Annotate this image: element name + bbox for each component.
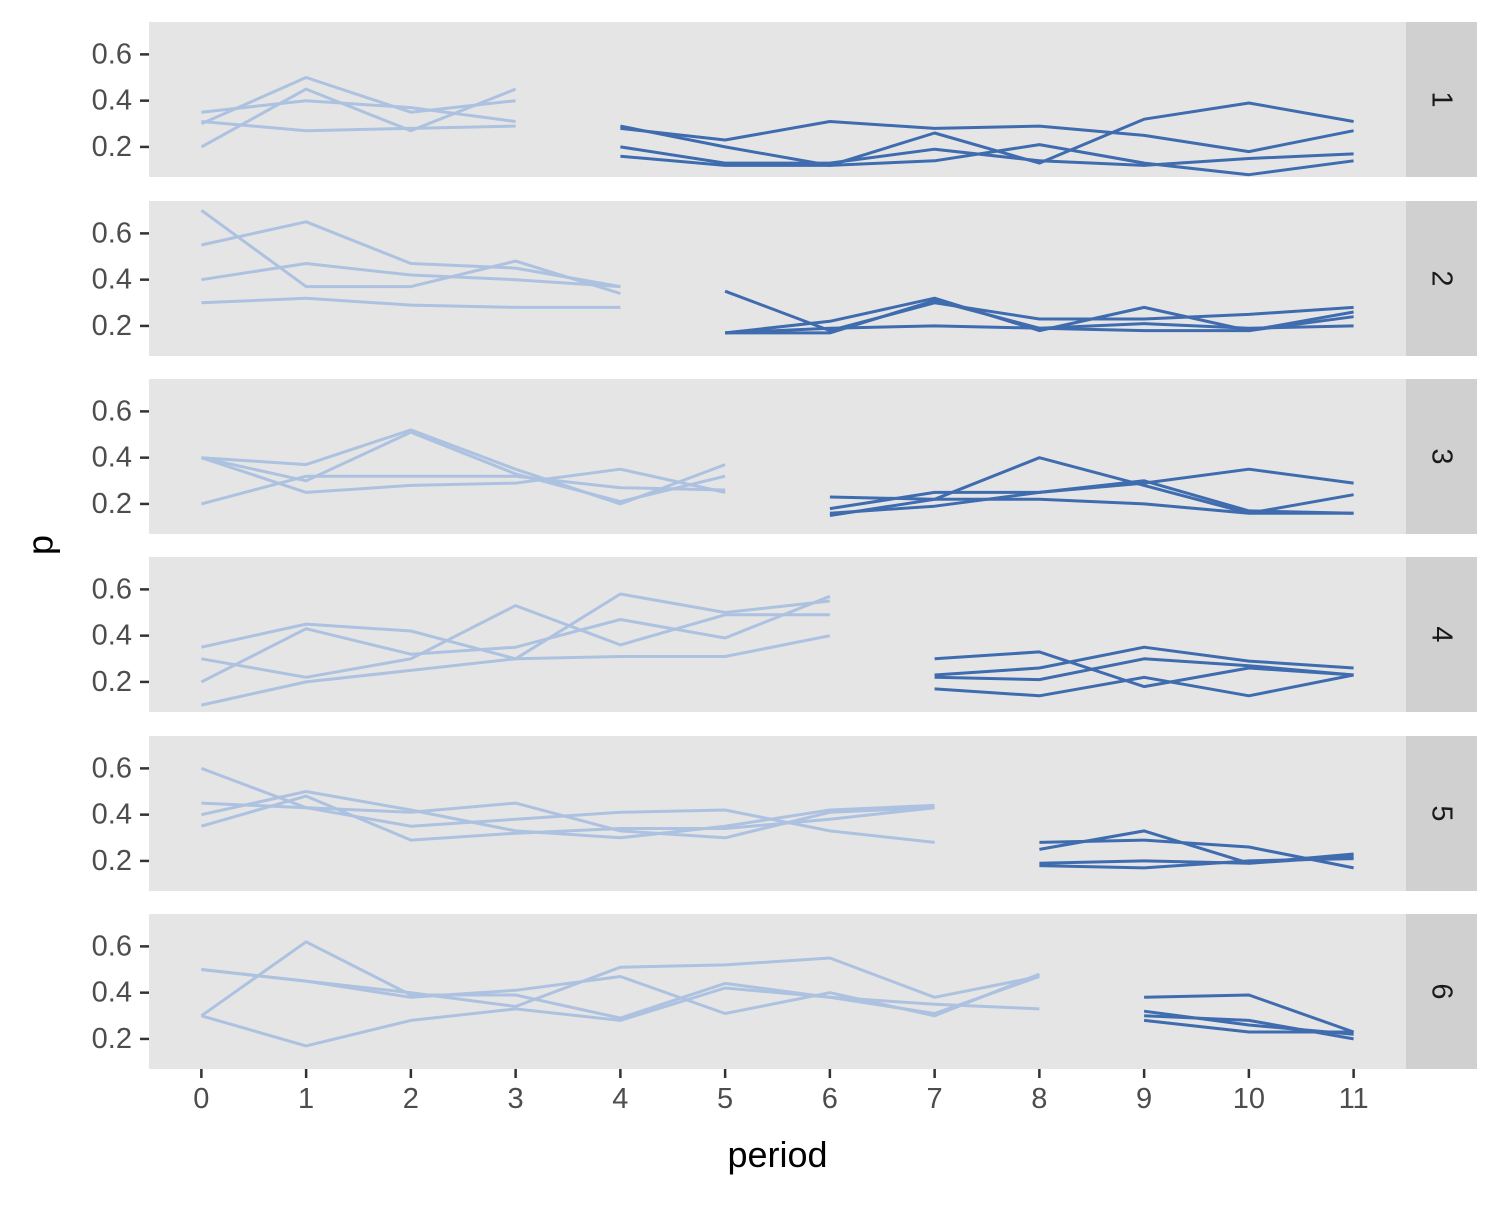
early-series-line [201, 220, 621, 289]
early-series-line [201, 262, 621, 289]
x-tick-label: 5 [717, 1083, 733, 1115]
x-tick-label: 1 [298, 1083, 314, 1115]
facet-panel-1: 1 0.2 0.4 0.6 [92, 22, 1477, 177]
y-tick-label: 0.4 [92, 977, 132, 1009]
y-tick-label: 0.2 [92, 845, 132, 877]
y-tick-label: 0.4 [92, 799, 132, 831]
facet-strip-label: 4 [1426, 626, 1458, 642]
y-tick-label: 0.6 [92, 217, 132, 249]
early-series-line [201, 790, 935, 840]
late-series-line [620, 145, 1354, 167]
late-series-line [725, 322, 1354, 335]
y-tick-label: 0.2 [92, 310, 132, 342]
facet-strip [1406, 379, 1477, 534]
facet-strip [1406, 914, 1477, 1069]
x-tick-label: 7 [927, 1083, 943, 1115]
late-series-line [620, 143, 1354, 177]
early-series-line [200, 209, 621, 295]
facet-panel-3: 3 0.2 0.4 0.6 [92, 379, 1477, 534]
facet-strip [1406, 22, 1477, 177]
early-series-line [200, 940, 1040, 1020]
late-series-line [620, 101, 1354, 167]
facet-panel-2: 2 0.2 0.4 0.6 [92, 201, 1477, 356]
late-series-line [620, 120, 1354, 154]
facet-panel-5: 5 0.2 0.4 0.6 [92, 736, 1477, 891]
early-series-line [201, 296, 621, 309]
early-series-line [201, 634, 831, 707]
x-tick-label: 10 [1233, 1083, 1265, 1115]
facet-strip-label: 5 [1426, 805, 1458, 821]
late-series-line [934, 645, 1354, 677]
early-series-line [201, 430, 726, 504]
early-series-line [200, 794, 935, 842]
y-tick-label: 0.6 [92, 38, 132, 70]
y-tick-label: 0.6 [92, 752, 132, 784]
x-tick-label: 3 [508, 1083, 524, 1115]
late-series-line [724, 289, 1354, 333]
facet-strip [1406, 736, 1477, 891]
x-tick-label: 2 [403, 1083, 419, 1115]
y-tick-label: 0.4 [92, 264, 132, 296]
panel-background [149, 22, 1406, 177]
facet-panel-4: 4 0.2 0.4 0.6 [92, 557, 1477, 712]
early-series-line [200, 594, 831, 684]
late-series-line [1039, 857, 1354, 870]
late-series-line [829, 493, 1354, 517]
late-series-line [1143, 1018, 1354, 1034]
late-series-line [1144, 993, 1355, 1034]
y-tick-label: 0.4 [92, 85, 132, 117]
late-series-line [829, 456, 1354, 515]
early-series-line [200, 986, 1040, 1048]
late-series-line [829, 467, 1354, 515]
early-series-line [201, 99, 516, 123]
x-tick-label: 6 [822, 1083, 838, 1115]
facet-strip [1406, 201, 1477, 356]
early-series-line [200, 87, 517, 149]
y-tick-label: 0.4 [92, 620, 132, 652]
early-series-line [201, 120, 516, 133]
facet-strip-label: 1 [1426, 91, 1458, 107]
y-tick-label: 0.6 [92, 930, 132, 962]
x-tick-label: 9 [1136, 1083, 1152, 1115]
x-axis-title: period [727, 1134, 827, 1175]
early-series-line [201, 956, 1040, 1008]
facet-strip [1406, 557, 1477, 712]
y-tick-label: 0.2 [92, 1023, 132, 1055]
x-tick-label: 4 [612, 1083, 628, 1115]
x-tick-label: 8 [1031, 1083, 1047, 1115]
facet-strip-label: 3 [1426, 448, 1458, 464]
early-series-line [200, 456, 726, 494]
facet-panel-6: 6 0.2 0.4 0.6 [92, 914, 1477, 1069]
y-tick-label: 0.4 [92, 442, 132, 474]
y-tick-label: 0.2 [92, 666, 132, 698]
early-series-line [201, 801, 935, 844]
early-series-line [201, 604, 830, 679]
y-tick-label: 0.6 [92, 573, 132, 605]
late-series-line [934, 650, 1354, 689]
x-tick-label: 11 [1339, 1083, 1369, 1115]
late-series-line [934, 657, 1354, 682]
facet-strip-label: 2 [1426, 270, 1458, 286]
y-tick-label: 0.2 [92, 488, 132, 520]
early-series-line [201, 474, 726, 506]
y-tick-label: 0.6 [92, 395, 132, 427]
y-axis-title: p [20, 535, 61, 555]
x-tick-label: 0 [193, 1083, 209, 1115]
facet-strip-label: 6 [1426, 983, 1458, 999]
late-series-line [934, 673, 1354, 698]
early-series-line [200, 76, 516, 126]
y-tick-label: 0.2 [92, 131, 132, 163]
